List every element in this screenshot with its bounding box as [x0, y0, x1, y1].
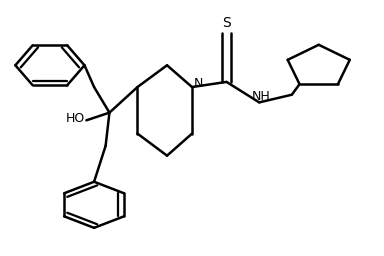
Text: HO: HO: [65, 112, 84, 125]
Text: N: N: [194, 77, 204, 90]
Text: NH: NH: [252, 90, 270, 102]
Text: S: S: [222, 16, 231, 30]
